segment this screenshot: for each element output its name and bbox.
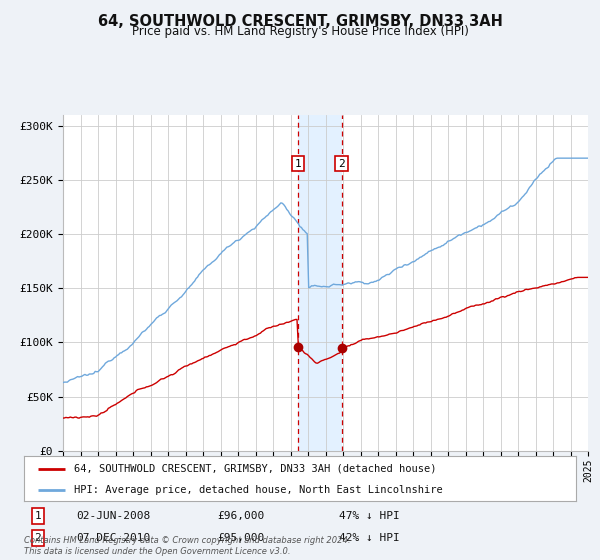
Text: Contains HM Land Registry data © Crown copyright and database right 2024.
This d: Contains HM Land Registry data © Crown c… — [24, 536, 350, 556]
Text: 02-JUN-2008: 02-JUN-2008 — [76, 511, 151, 521]
Text: 64, SOUTHWOLD CRESCENT, GRIMSBY, DN33 3AH: 64, SOUTHWOLD CRESCENT, GRIMSBY, DN33 3A… — [98, 14, 502, 29]
Text: 07-DEC-2010: 07-DEC-2010 — [76, 533, 151, 543]
Bar — [298, 115, 341, 451]
Text: 47% ↓ HPI: 47% ↓ HPI — [338, 511, 400, 521]
Text: 2: 2 — [34, 533, 41, 543]
Text: 1: 1 — [34, 511, 41, 521]
Text: HPI: Average price, detached house, North East Lincolnshire: HPI: Average price, detached house, Nort… — [74, 485, 442, 495]
Text: 2: 2 — [338, 158, 345, 169]
Text: 1: 1 — [295, 158, 301, 169]
Text: £95,000: £95,000 — [217, 533, 265, 543]
Text: 64, SOUTHWOLD CRESCENT, GRIMSBY, DN33 3AH (detached house): 64, SOUTHWOLD CRESCENT, GRIMSBY, DN33 3A… — [74, 464, 436, 474]
Text: Price paid vs. HM Land Registry's House Price Index (HPI): Price paid vs. HM Land Registry's House … — [131, 25, 469, 38]
Text: 42% ↓ HPI: 42% ↓ HPI — [338, 533, 400, 543]
Text: £96,000: £96,000 — [217, 511, 265, 521]
